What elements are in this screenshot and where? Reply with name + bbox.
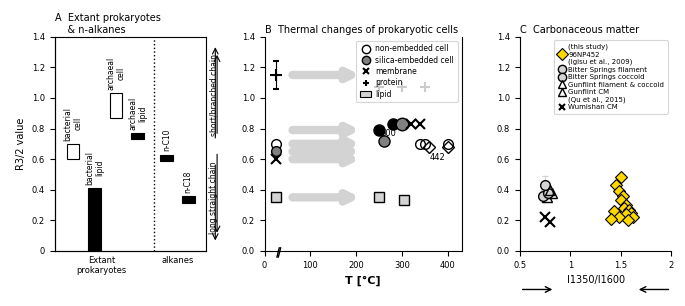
Text: B  Thermal changes of prokaryotic cells: B Thermal changes of prokaryotic cells (264, 24, 458, 35)
Text: n-C10: n-C10 (162, 129, 171, 151)
Bar (110, 93, 123, 118)
Text: C  Carbonaceous matter: C Carbonaceous matter (520, 24, 639, 35)
Legend: non-embedded cell, silica-embedded cell, membrane, protein, lipid: non-embedded cell, silica-embedded cell,… (356, 40, 458, 102)
X-axis label: I1350/I1600: I1350/I1600 (566, 275, 625, 285)
Text: 600: 600 (380, 129, 396, 137)
Text: n-C18: n-C18 (184, 170, 192, 193)
Bar (88, 188, 101, 251)
Text: A  Extant prokaryotes
    & n-alkanes: A Extant prokaryotes & n-alkanes (55, 13, 161, 35)
Text: bacterial
lipid: bacterial lipid (85, 151, 104, 185)
Text: long straight chain: long straight chain (210, 161, 219, 234)
Text: archaeal
lipid: archaeal lipid (128, 97, 147, 130)
Bar (182, 196, 195, 203)
Bar (132, 133, 144, 139)
Bar (160, 155, 173, 161)
Legend: (this study), 96NP452, (Igisu et al., 2009), Bitter Springs filament, Bitter Spr: (this study), 96NP452, (Igisu et al., 20… (554, 40, 668, 114)
Text: archaeal
cell: archaeal cell (106, 57, 126, 90)
Text: short/branched chain: short/branched chain (210, 54, 219, 136)
X-axis label: T [°C]: T [°C] (345, 275, 381, 285)
Y-axis label: R3/2 value: R3/2 value (16, 118, 26, 170)
Bar (66, 144, 79, 159)
Text: bacterial
cell: bacterial cell (63, 107, 82, 141)
Text: 442: 442 (429, 153, 445, 162)
